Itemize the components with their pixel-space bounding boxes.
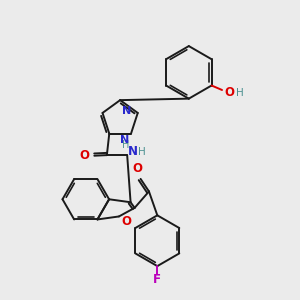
Text: H: H <box>138 146 146 157</box>
Text: O: O <box>121 215 131 228</box>
Text: N: N <box>120 135 130 145</box>
Text: F: F <box>153 273 161 286</box>
Text: H: H <box>236 88 244 98</box>
Text: O: O <box>79 148 89 162</box>
Text: H: H <box>122 140 130 150</box>
Text: N: N <box>128 145 138 158</box>
Text: O: O <box>224 86 234 100</box>
Text: N: N <box>122 106 131 116</box>
Text: O: O <box>132 162 142 175</box>
